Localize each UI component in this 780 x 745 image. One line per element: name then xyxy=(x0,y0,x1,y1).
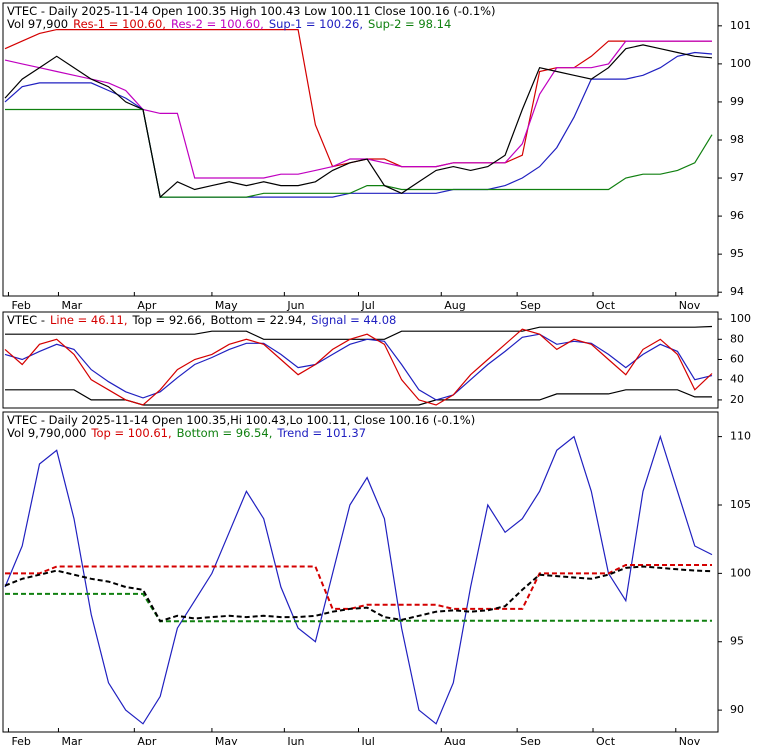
y-tick-label: 96 xyxy=(730,209,744,222)
header-segment: Line = 46.11, xyxy=(50,313,128,327)
header-segment: Vol 9,790,000 xyxy=(7,426,86,440)
header-segment: VTEC - Daily 2025-11-14 Open 100.35 High… xyxy=(7,4,496,18)
y-tick-label: 40 xyxy=(730,373,744,386)
header-segment: Sup-1 = 100.26, xyxy=(269,17,363,31)
y-tick-label: 95 xyxy=(730,247,744,260)
header-segment: Res-1 = 100.60, xyxy=(73,17,166,31)
x-tick-label: Jul xyxy=(361,299,375,312)
x-tick-label: Nov xyxy=(679,735,701,745)
y-tick-label: 80 xyxy=(730,332,744,345)
panel-header: Vol 9,790,000 Top = 100.61, Bottom = 96.54… xyxy=(7,426,366,440)
y-tick-label: 100 xyxy=(730,312,751,325)
series-line xyxy=(4,333,713,401)
series-line xyxy=(5,389,712,406)
y-tick-label: 97 xyxy=(730,171,744,184)
panel-header: VTEC - Daily 2025-11-14 Open 100.35,Hi 1… xyxy=(7,413,475,427)
x-tick-label: Jun xyxy=(286,299,304,312)
y-tick-label: 98 xyxy=(730,133,744,146)
header-segment: Sup-2 = 98.14 xyxy=(368,17,451,31)
x-tick-label: Oct xyxy=(596,299,616,312)
y-tick-label: 95 xyxy=(730,635,744,648)
x-tick-label: May xyxy=(215,735,238,745)
series-line xyxy=(5,592,712,623)
series-line xyxy=(4,565,713,623)
header-segment: Top = 92.66, xyxy=(132,313,206,327)
y-tick-label: 60 xyxy=(730,352,744,365)
y-tick-label: 110 xyxy=(730,430,751,443)
series-line xyxy=(4,434,713,725)
header-segment: VTEC - xyxy=(7,313,45,327)
y-tick-label: 100 xyxy=(730,566,751,579)
panel-header: VTEC - Line = 46.11, Top = 92.66, Bottom = … xyxy=(7,313,396,327)
y-tick-label: 94 xyxy=(730,285,744,298)
y-tick-label: 99 xyxy=(730,95,744,108)
header-segment: Res-2 = 100.60, xyxy=(171,17,264,31)
panel-header: VTEC - Daily 2025-11-14 Open 100.35 High… xyxy=(7,4,496,18)
y-tick-label: 90 xyxy=(730,703,744,716)
panel-frame xyxy=(2,311,719,409)
header-segment: Vol 97,900 xyxy=(7,17,68,31)
series-line xyxy=(4,51,713,198)
x-tick-label: Feb xyxy=(11,735,30,745)
x-tick-label: May xyxy=(215,299,238,312)
x-tick-label: Mar xyxy=(61,299,82,312)
y-tick-label: 100 xyxy=(730,57,751,70)
series-line xyxy=(5,564,712,610)
x-tick-label: Mar xyxy=(61,735,82,745)
header-segment: Bottom = 22.94, xyxy=(210,313,306,327)
header-segment: Trend = 101.37 xyxy=(276,426,366,440)
x-tick-label: Oct xyxy=(596,735,616,745)
header-segment: Bottom = 96.54, xyxy=(177,426,273,440)
x-tick-label: Apr xyxy=(137,735,157,745)
panel-frame xyxy=(2,2,719,297)
series-line xyxy=(4,44,713,199)
x-tick-label: Aug xyxy=(444,299,465,312)
panel-frame xyxy=(2,411,719,733)
header-segment: Signal = 44.08 xyxy=(311,313,396,327)
header-segment: VTEC - Daily 2025-11-14 Open 100.35,Hi 1… xyxy=(7,413,475,427)
x-tick-label: Jul xyxy=(361,735,375,745)
y-tick-label: 101 xyxy=(730,19,751,32)
y-tick-label: 105 xyxy=(730,498,751,511)
x-tick-label: Sep xyxy=(520,299,541,312)
y-tick-label: 20 xyxy=(730,393,744,406)
x-tick-label: Apr xyxy=(137,299,157,312)
series-line xyxy=(4,328,713,406)
series-line xyxy=(5,108,713,198)
x-tick-label: Feb xyxy=(11,299,30,312)
panel-header: Vol 97,900 Res-1 = 100.60, Res-2 = 100.60,… xyxy=(7,17,451,31)
x-tick-label: Nov xyxy=(679,299,701,312)
series-line xyxy=(5,325,713,340)
x-tick-label: Jun xyxy=(286,735,304,745)
x-tick-label: Sep xyxy=(520,735,541,745)
x-tick-label: Aug xyxy=(444,735,465,745)
header-segment: Top = 100.61, xyxy=(90,426,171,440)
series-line xyxy=(4,40,712,179)
